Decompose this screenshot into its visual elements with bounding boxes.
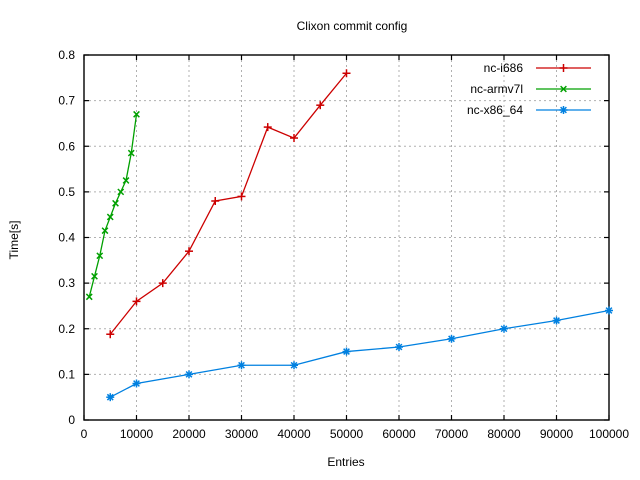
data-point-marker <box>96 252 104 260</box>
y-tick-label: 0.6 <box>58 139 75 153</box>
x-tick-label: 70000 <box>435 427 469 441</box>
data-point-marker <box>106 393 114 401</box>
series-nc-x86_64 <box>106 306 613 402</box>
data-point-marker <box>106 213 114 221</box>
data-point-marker <box>91 272 98 280</box>
x-tick-label: 0 <box>81 427 88 441</box>
data-point-marker <box>117 188 125 196</box>
data-point-marker <box>343 348 350 355</box>
series-nc-i686 <box>106 69 351 339</box>
series-nc-armv7l <box>85 110 140 301</box>
y-tick-label: 0.8 <box>58 48 75 62</box>
x-tick-label: 50000 <box>330 427 364 441</box>
data-point-marker <box>560 85 567 93</box>
data-point-marker <box>112 199 119 207</box>
data-point-marker <box>605 307 613 314</box>
data-point-marker <box>85 293 93 301</box>
y-tick-label: 0.4 <box>58 231 75 245</box>
y-axis-title: Time[s] <box>7 221 21 260</box>
x-tick-label: 40000 <box>277 427 311 441</box>
x-axis-title: Entries <box>327 455 364 469</box>
legend-label-nc-armv7l: nc-armv7l <box>470 82 523 96</box>
axis-ticks <box>83 54 610 421</box>
data-point-marker <box>238 361 245 369</box>
data-point-marker <box>133 110 140 118</box>
y-tick-label: 0.2 <box>58 322 75 336</box>
x-tick-label: 20000 <box>172 427 206 441</box>
y-tick-label: 0.5 <box>58 185 75 199</box>
y-axis-tick-labels: 0 0.1 0.2 0.3 0.4 0.5 0.6 0.7 0.8 <box>58 48 75 427</box>
data-point-marker <box>448 335 455 343</box>
y-tick-label: 0.3 <box>58 276 75 290</box>
data-point-marker <box>290 361 298 369</box>
x-tick-label: 60000 <box>382 427 416 441</box>
chart-title: Clixon commit config <box>297 19 408 33</box>
data-series-layer <box>85 69 613 402</box>
data-point-marker <box>101 227 109 235</box>
x-tick-label: 100000 <box>589 427 629 441</box>
x-axis-tick-labels: 0 10000 20000 30000 40000 50000 60000 70000 8000… <box>81 427 630 441</box>
x-tick-label: 10000 <box>120 427 154 441</box>
series-line <box>88 114 138 297</box>
legend-label-nc-x86_64: nc-x86_64 <box>467 103 523 117</box>
data-point-marker <box>122 177 130 184</box>
data-point-marker <box>185 370 193 378</box>
x-tick-label: 30000 <box>225 427 259 441</box>
data-point-marker <box>395 343 403 351</box>
data-point-marker <box>560 106 567 114</box>
x-tick-label: 80000 <box>487 427 521 441</box>
data-point-marker <box>500 325 508 333</box>
y-tick-label: 0 <box>68 413 75 427</box>
legend-label-nc-i686: nc-i686 <box>484 61 524 75</box>
series-line <box>109 72 348 335</box>
chart-legend: nc-i686 nc-armv7l nc-x86_64 <box>467 61 591 117</box>
x-tick-label: 90000 <box>540 427 574 441</box>
y-tick-label: 0.7 <box>58 94 75 108</box>
data-point-marker <box>133 380 140 387</box>
data-point-marker <box>127 149 135 157</box>
y-tick-label: 0.1 <box>58 367 75 381</box>
data-point-marker <box>553 317 560 324</box>
